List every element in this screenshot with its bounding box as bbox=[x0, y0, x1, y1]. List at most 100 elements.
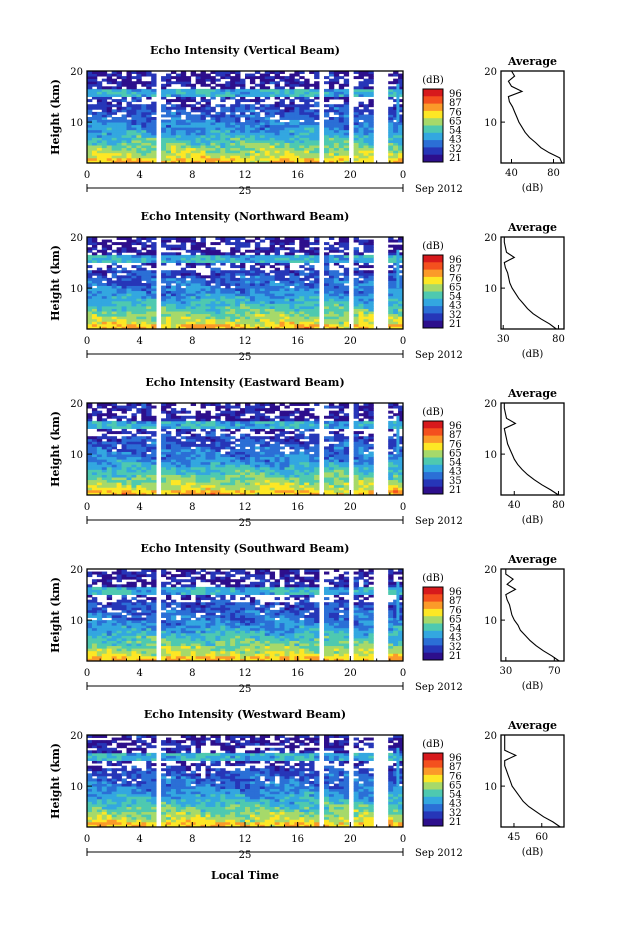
heatmap-cell bbox=[264, 94, 271, 97]
heatmap-cell bbox=[358, 132, 364, 136]
heatmap-cell bbox=[161, 489, 167, 493]
x-tick-label: 4 bbox=[136, 170, 142, 181]
heatmap-cell bbox=[106, 101, 113, 105]
heatmap-cell bbox=[328, 124, 335, 128]
heatmap-cell bbox=[284, 76, 290, 80]
heatmap-cell bbox=[225, 277, 231, 281]
heatmap-cell bbox=[151, 311, 157, 315]
heatmap-cell bbox=[299, 94, 305, 97]
heatmap-cell bbox=[96, 418, 103, 422]
heatmap-cell bbox=[200, 308, 206, 312]
heatmap-cell bbox=[249, 257, 256, 261]
heatmap-cell bbox=[343, 73, 350, 77]
heatmap-cell bbox=[126, 122, 132, 126]
heatmap-cell bbox=[210, 441, 216, 445]
heatmap-cell bbox=[314, 285, 320, 289]
heatmap-cell bbox=[131, 127, 137, 131]
heatmap-cell bbox=[170, 461, 177, 465]
heatmap-cell bbox=[215, 152, 221, 156]
heatmap-cell bbox=[106, 285, 113, 289]
heatmap-cell bbox=[141, 104, 147, 108]
heatmap-cell bbox=[161, 293, 167, 297]
heatmap-cell bbox=[254, 295, 261, 299]
heatmap-cell bbox=[230, 111, 236, 115]
heatmap-cell bbox=[175, 443, 182, 447]
heatmap-cell bbox=[200, 438, 206, 442]
heatmap-cell bbox=[190, 275, 197, 279]
heatmap-cell bbox=[343, 114, 350, 118]
heatmap-cell bbox=[245, 134, 251, 138]
heatmap-cell bbox=[91, 311, 98, 315]
heatmap-cell bbox=[170, 277, 177, 281]
heatmap-cell bbox=[200, 280, 206, 284]
heatmap-cell bbox=[87, 76, 93, 80]
heatmap-cell bbox=[230, 420, 236, 424]
heatmap-cell bbox=[111, 260, 118, 263]
heatmap-cell bbox=[101, 109, 108, 113]
heatmap-cell bbox=[368, 104, 374, 108]
heatmap-cell bbox=[166, 127, 172, 131]
heatmap-cell bbox=[368, 114, 374, 118]
heatmap-cell bbox=[175, 308, 182, 312]
heatmap-cell bbox=[151, 140, 157, 143]
heatmap-cell bbox=[101, 254, 108, 258]
heatmap-cell bbox=[87, 487, 93, 491]
heatmap-cell bbox=[136, 270, 142, 274]
heatmap-cell bbox=[91, 150, 98, 154]
heatmap-cell bbox=[215, 436, 221, 440]
heatmap-cell bbox=[121, 96, 127, 100]
heatmap-cell bbox=[309, 311, 315, 315]
heatmap-cell bbox=[185, 443, 192, 447]
heatmap-cell bbox=[333, 132, 340, 136]
heatmap-cell bbox=[264, 295, 271, 299]
heatmap-cell bbox=[96, 88, 103, 92]
heatmap-cell bbox=[136, 249, 142, 253]
heatmap-cell bbox=[259, 129, 266, 133]
heatmap-cell bbox=[131, 482, 137, 486]
heatmap-cell bbox=[235, 464, 241, 468]
heatmap-cell bbox=[299, 81, 305, 85]
heatmap-cell bbox=[96, 249, 103, 253]
heatmap-cell bbox=[126, 277, 132, 281]
heatmap-cell bbox=[353, 155, 359, 159]
heatmap-cell bbox=[116, 293, 122, 297]
heatmap-cell bbox=[185, 318, 192, 322]
heatmap-cell bbox=[131, 109, 137, 113]
heatmap-cell bbox=[91, 323, 98, 327]
heatmap-cell bbox=[101, 413, 108, 417]
heatmap-cell bbox=[87, 492, 93, 496]
x-tick-label: 12 bbox=[239, 336, 252, 347]
heatmap-cell bbox=[205, 469, 211, 473]
heatmap-cell bbox=[131, 415, 137, 419]
heatmap-cell bbox=[343, 134, 350, 138]
heatmap-cell bbox=[393, 316, 399, 320]
heatmap-cell bbox=[230, 300, 236, 304]
heatmap-cell bbox=[141, 449, 147, 452]
y-tick-label: 20 bbox=[70, 67, 83, 78]
heatmap-cell bbox=[136, 492, 142, 496]
heatmap-cell bbox=[210, 122, 216, 126]
heatmap-cell bbox=[338, 129, 345, 133]
heatmap-cell bbox=[309, 275, 315, 279]
heatmap-cell bbox=[230, 129, 236, 133]
heatmap-cell bbox=[294, 124, 300, 128]
heatmap-cell bbox=[235, 423, 241, 427]
heatmap-cell bbox=[220, 106, 226, 110]
heatmap-cell bbox=[116, 303, 122, 307]
heatmap-cell bbox=[87, 415, 93, 419]
heatmap-cell bbox=[111, 446, 118, 450]
heatmap-cell bbox=[324, 313, 330, 317]
heatmap-cell bbox=[328, 88, 335, 92]
heatmap-cell bbox=[205, 160, 211, 164]
heatmap-cell bbox=[225, 426, 231, 429]
heatmap-cell bbox=[96, 456, 103, 460]
heatmap-cell bbox=[131, 152, 137, 156]
heatmap-cell bbox=[358, 142, 364, 146]
heatmap-cell bbox=[215, 260, 221, 263]
heatmap-cell bbox=[353, 277, 359, 281]
heatmap-cell bbox=[368, 275, 374, 279]
heatmap-cell bbox=[314, 260, 320, 263]
heatmap-cell bbox=[289, 122, 295, 126]
heatmap-cell bbox=[240, 132, 246, 136]
heatmap-cell bbox=[274, 438, 280, 442]
